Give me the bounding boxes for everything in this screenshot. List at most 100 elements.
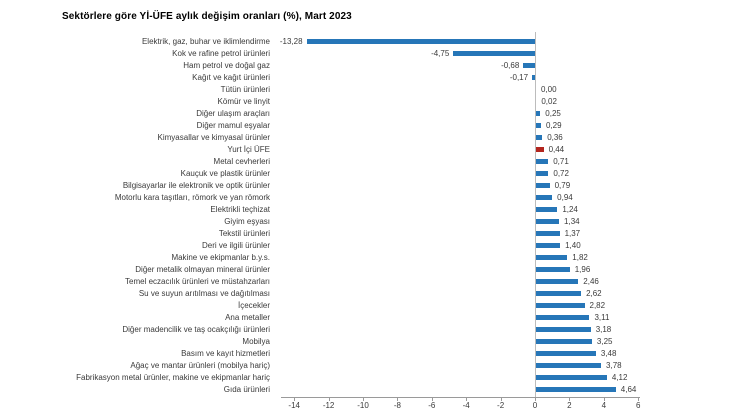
bar [536,183,550,188]
x-axis-tick-label: -4 [462,401,470,410]
value-label: 0,25 [545,108,561,118]
bar [536,351,596,356]
bar [536,303,585,308]
x-axis-tick [328,398,330,401]
value-label: 3,48 [600,348,617,358]
category-label: Basım ve kayıt hizmetleri [181,348,270,358]
x-axis-tick [397,398,399,401]
bar [536,387,616,392]
x-axis-tick-label: -12 [322,401,335,410]
value-label: 1,40 [565,240,581,250]
value-label: 2,62 [586,288,602,298]
value-label: -0,68 [501,60,520,70]
bar [536,171,549,176]
category-label: Tekstil ürünleri [218,228,270,238]
value-label: 0,44 [548,144,565,154]
category-label: Ana metaller [225,312,270,322]
category-label: Motorlu kara taşıtları, römork ve yan rö… [114,192,270,202]
value-label: 0,79 [554,180,571,190]
bar [536,135,543,140]
value-label: 0,72 [553,168,569,178]
category-label: Metal cevherleri [213,156,270,166]
category-label: Ham petrol ve doğal gaz [183,60,270,70]
category-label: Makine ve ekipmanlar b.y.s. [171,252,270,262]
value-label: -0,17 [509,72,529,82]
category-label: Bilgisayarlar ile elektronik ve optik ür… [122,180,270,190]
bar [536,159,549,164]
category-label: Diğer mamul eşyalar [196,120,270,130]
bar [536,267,570,272]
value-label: 3,78 [606,360,622,370]
bar [536,207,558,212]
category-label: Kağıt ve kağıt ürünleri [192,72,270,82]
value-label: -4,75 [431,48,450,58]
category-label: Yurt İçi ÜFE [227,144,270,154]
x-axis-line [281,397,640,398]
category-label: Ağaç ve mantar ürünleri (mobilya hariç) [130,360,270,370]
value-label: 1,96 [574,264,591,274]
x-axis-tick [569,398,571,401]
bar [536,219,560,224]
bar [523,63,535,68]
category-label: Mobilya [242,336,270,346]
category-label: Kok ve rafine petrol ürünleri [172,48,270,58]
value-label: 3,25 [596,336,613,346]
value-label: 4,64 [620,384,637,394]
x-axis-tick-label: 0 [532,401,538,410]
category-label: Gıda ürünleri [223,384,270,394]
bar [536,243,561,248]
category-label: Fabrikasyon metal ürünler, makine ve eki… [76,372,270,382]
value-label: 1,37 [564,228,581,238]
bar [453,51,535,56]
value-label: 3,11 [594,312,610,322]
category-label: Elektrikli teçhizat [210,204,270,214]
value-label: -13,28 [279,36,303,46]
bar [536,363,602,368]
category-label: Elektrik, gaz, buhar ve iklimlendirme [141,36,270,46]
bar [532,75,535,80]
value-label: 3,18 [595,324,612,334]
x-axis-tick-label: 6 [635,401,641,410]
category-label: Kauçuk ve plastik ürünler [180,168,270,178]
x-axis-tick [294,398,296,401]
value-label: 2,46 [583,276,599,286]
value-label: 0,02 [541,96,557,106]
bar [536,315,590,320]
category-label: Kömür ve linyit [217,96,270,106]
x-axis-tick-label: -10 [357,401,369,410]
value-label: 0,29 [545,120,562,130]
x-axis-tick-label: 2 [567,401,572,410]
value-label: 0,94 [557,192,573,202]
bar [536,375,607,380]
category-label: Diğer ulaşım araçları [196,108,270,118]
value-label: 1,24 [562,204,578,214]
x-axis-tick-label: 4 [601,401,607,410]
bar [306,39,535,44]
category-label: Temel eczacılık ürünleri ve müstahzarlar… [125,276,270,286]
x-axis-tick [431,398,433,401]
bar [536,195,553,200]
category-label: Diğer metalik olmayan mineral ürünler [135,264,270,274]
bar [536,291,582,296]
value-label: 4,12 [611,372,628,382]
value-label: 2,82 [589,300,606,310]
bar [536,339,592,344]
x-axis-tick-label: -14 [288,401,300,410]
bar [536,147,544,152]
x-axis-tick [638,398,640,401]
x-axis-tick-label: -8 [393,401,401,410]
value-label: 0,00 [541,84,557,94]
bar [536,123,541,128]
value-label: 1,34 [564,216,580,226]
zero-gridline [535,32,536,397]
chart-title: Sektörlere göre Yİ-ÜFE aylık değişim ora… [62,11,352,22]
x-axis-tick [363,398,364,401]
bar [536,111,541,116]
value-label: 0,71 [553,156,569,166]
bar [536,279,579,284]
category-label: Deri ve ilgili ürünler [201,240,270,250]
bar [536,255,568,260]
x-axis-tick [466,398,468,401]
category-label: Giyim eşyası [224,216,270,226]
